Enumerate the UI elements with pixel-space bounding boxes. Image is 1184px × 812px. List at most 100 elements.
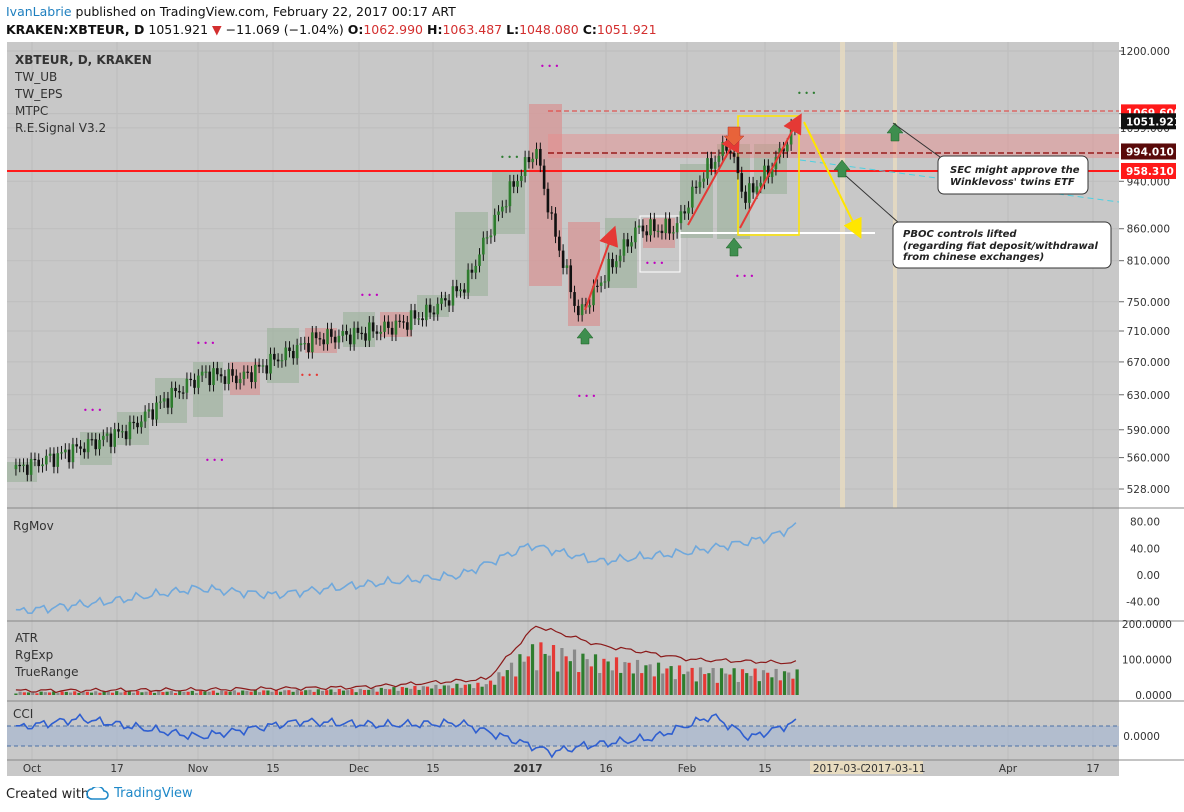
truerange-bar — [593, 654, 598, 695]
truerange-bar — [497, 672, 501, 695]
annotation-pboc[interactable]: PBOC controls lifted (regarding fiat dep… — [845, 175, 1112, 269]
candle-body — [558, 236, 561, 251]
author-link[interactable]: IvanLabrie — [6, 4, 72, 19]
future-date-marker-2 — [893, 42, 897, 508]
candle-body — [132, 421, 136, 424]
candle-body — [219, 374, 223, 377]
candle-body — [22, 464, 25, 466]
range-box — [639, 215, 681, 273]
cci-axis: 0.0000 — [1123, 731, 1160, 743]
time-axis[interactable]: Oct 17 Nov 15 Dec 15 2017 16 Feb 15 2017-03-02017-… — [23, 761, 1100, 775]
candle-body — [698, 181, 702, 188]
candle-body — [618, 255, 622, 262]
truerange-bar — [77, 692, 81, 695]
truerange-bar — [745, 673, 749, 695]
time-tick-label: Apr — [999, 763, 1018, 775]
candle-body — [573, 292, 576, 306]
candle-body — [679, 211, 683, 224]
price-axis[interactable]: 1200.0001067.0001039.000940.000860.00081… — [1119, 46, 1170, 496]
low-value: 1048.080 — [519, 22, 579, 37]
candle-body — [417, 318, 421, 320]
candle-body — [577, 305, 580, 316]
candle-body — [474, 265, 478, 273]
truerange-bar — [299, 691, 304, 695]
truerange-bar — [31, 691, 35, 695]
truerange-bar — [35, 693, 39, 695]
truerange-bar — [732, 668, 736, 695]
truerange-bar — [669, 666, 673, 695]
candle-body — [159, 401, 162, 403]
truerange-bar — [556, 671, 560, 695]
truerange-bar — [140, 692, 144, 695]
truerange-bar — [640, 673, 644, 695]
candle-body — [349, 334, 352, 345]
candle-body — [155, 402, 158, 420]
candle-body — [485, 237, 489, 239]
truerange-bar — [480, 686, 484, 695]
chart-area[interactable]: • • • • • • • • • • • • • • • • • • • • … — [0, 42, 1184, 776]
truerange-bar — [26, 692, 31, 695]
time-tick-label: 17 — [1086, 763, 1099, 775]
truerange-bar — [354, 692, 358, 695]
truerange-bar — [686, 671, 690, 695]
candle-body — [440, 298, 443, 304]
price-tick-label: 670.000 — [1127, 357, 1170, 369]
truerange-bar — [585, 659, 589, 695]
truerange-bar — [430, 688, 434, 695]
truerange-bar — [757, 681, 761, 695]
candle-body — [326, 329, 329, 345]
candle-body — [413, 310, 417, 319]
up-arrow-icon — [833, 159, 851, 178]
candle-body — [48, 453, 52, 456]
truerange-bar — [472, 688, 476, 695]
candle-body — [83, 448, 86, 453]
price-tick-label: 810.000 — [1127, 256, 1170, 268]
candle-body — [98, 439, 101, 450]
truerange-bar — [791, 678, 795, 695]
truerange-bar — [543, 653, 547, 695]
price-tag — [1121, 143, 1176, 160]
grid — [7, 50, 1119, 490]
candle-body — [694, 186, 698, 188]
truerange-bar — [131, 692, 136, 695]
truerange-bar — [89, 692, 94, 695]
candle-body — [634, 227, 637, 243]
truerange-bar — [383, 688, 388, 695]
down-arrow-icon — [723, 126, 745, 147]
svg-text:• • •: • • • — [196, 339, 215, 348]
candle-body — [561, 250, 565, 268]
tradingview-logo[interactable]: TradingView — [86, 785, 193, 801]
truerange-bar — [68, 692, 73, 695]
candle-body — [109, 433, 113, 447]
truerange-bar — [148, 691, 152, 695]
up-arrow-icon — [576, 327, 594, 345]
candle-body — [79, 446, 82, 449]
truerange-bar — [190, 690, 194, 695]
truerange-bar — [564, 656, 568, 695]
candle-body — [653, 219, 656, 232]
truerange-bar — [463, 684, 467, 695]
truerange-bar — [308, 689, 312, 695]
truerange-bar — [127, 691, 131, 695]
candle-body — [204, 371, 208, 373]
atr-tick-label: 100.0000 — [1122, 655, 1172, 667]
truerange-bar — [333, 692, 337, 695]
price-tick-label: 710.000 — [1127, 326, 1170, 338]
truerange-label: TrueRange — [14, 665, 79, 679]
candle-body — [143, 411, 147, 422]
truerange-bar — [358, 688, 362, 695]
annotation-sec[interactable]: SEC might approve the Winklevoss' twins … — [892, 122, 1089, 195]
truerange-bar — [266, 690, 270, 695]
candle-body — [67, 449, 71, 463]
footer: Created with TradingView — [0, 776, 1184, 812]
truerange-bar — [245, 690, 249, 695]
open-label: O: — [347, 22, 364, 37]
candle-body — [751, 183, 755, 193]
cloud-icon — [86, 785, 109, 800]
rgexp-label: RgExp — [15, 648, 53, 662]
truerange-bar — [589, 666, 593, 695]
candle-body — [223, 376, 227, 384]
truerange-bar — [169, 691, 173, 695]
rgmov-axis: 80.00 40.00 0.00 -40.00 — [1126, 517, 1160, 609]
candle-body — [94, 439, 98, 450]
